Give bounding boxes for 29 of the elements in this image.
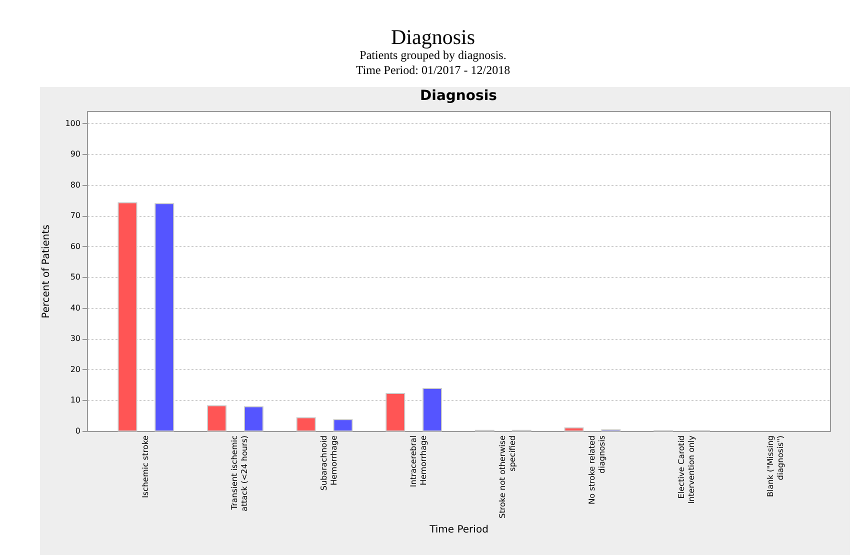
x-axis-title: Time Period bbox=[428, 524, 488, 536]
y-tick-label: 40 bbox=[70, 303, 80, 312]
x-tick-label: No stroke related diagnosis bbox=[587, 436, 606, 504]
x-tick-label: Transient ischemic attack (<24 hours) bbox=[230, 436, 250, 512]
y-tick-label: 30 bbox=[70, 334, 80, 344]
x-tick-label: Ischemic stroke bbox=[140, 435, 150, 498]
bar bbox=[333, 419, 353, 432]
y-tick-label: 90 bbox=[70, 150, 80, 159]
bar bbox=[564, 427, 584, 432]
chart-title: Diagnosis bbox=[390, 25, 476, 49]
y-tick-label: 20 bbox=[70, 364, 80, 374]
y-tick-label: 80 bbox=[70, 180, 80, 190]
y-axis-title: Percent of Patients bbox=[41, 224, 52, 318]
x-tick-label: Elective Carotid Intervention only bbox=[676, 435, 696, 504]
y-tick-label: 10 bbox=[70, 396, 80, 405]
x-tick-label: Subarachnoid Hemorrhage bbox=[320, 435, 339, 491]
chart-subtitle: Patients grouped by diagnosis. Time Period: 01/2017 - 12/2018 bbox=[354, 48, 512, 78]
text: Diagnosis bbox=[420, 88, 497, 104]
x-tick-label: Blank ("Missing diagnosis") bbox=[766, 436, 786, 497]
bar bbox=[296, 417, 316, 432]
y-tick-label: 60 bbox=[70, 242, 80, 251]
x-tick-label: Intracerebral Hemorrhage bbox=[408, 435, 428, 488]
bar bbox=[244, 406, 264, 432]
x-tick-label: Stroke not otherwise specified bbox=[498, 435, 518, 518]
y-tick-label: 50 bbox=[70, 272, 80, 282]
bar bbox=[207, 405, 227, 432]
y-tick-label: 70 bbox=[70, 211, 80, 220]
y-tick-label: 0 bbox=[75, 426, 80, 436]
y-tick-label: 100 bbox=[65, 118, 80, 128]
